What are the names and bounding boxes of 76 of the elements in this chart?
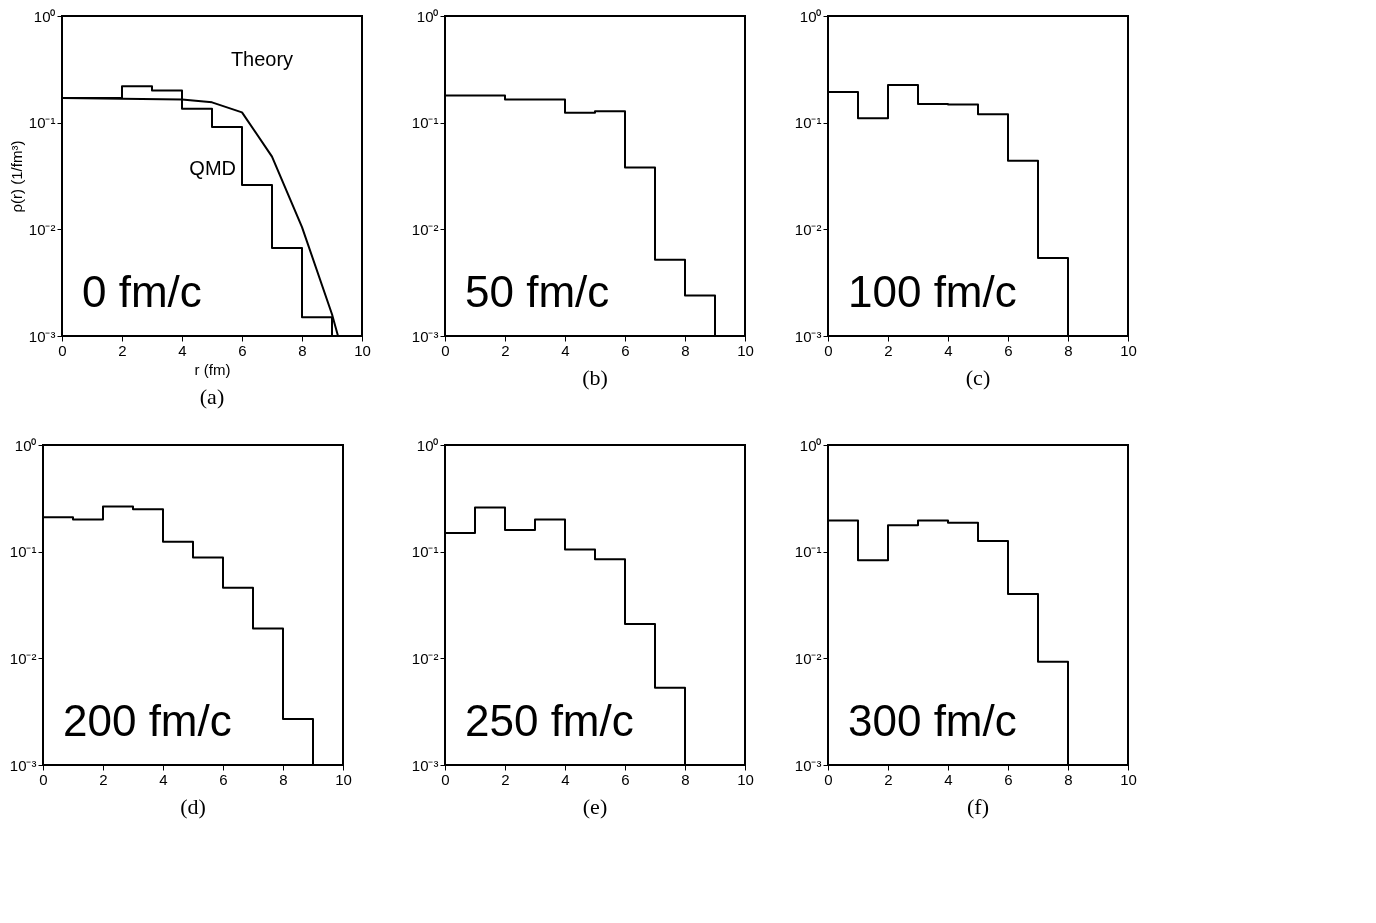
- y-tick-label: 10⁻³: [28, 327, 56, 345]
- text: (a): [199, 384, 225, 409]
- x-tick-label: 4: [561, 341, 570, 359]
- x-tick-label: 6: [621, 341, 630, 359]
- y-tick-label: 10⁰: [14, 436, 37, 454]
- y-tick-label: 10⁰: [416, 7, 439, 25]
- y-tick-label: 10⁻³: [794, 327, 822, 345]
- x-tick-label: 0: [441, 770, 450, 788]
- x-tick-label: 8: [681, 341, 690, 359]
- y-tick-label: 10⁻³: [411, 327, 439, 345]
- x-tick-label: 0: [441, 341, 450, 359]
- x-tick-label: 8: [298, 341, 307, 359]
- y-tick-label: 10⁻²: [794, 649, 822, 667]
- x-tick-label: 2: [884, 770, 893, 788]
- text: (d): [180, 794, 206, 819]
- y-tick-label: 10⁻¹: [411, 114, 439, 132]
- x-tick-label: 10: [1120, 341, 1137, 359]
- text: (e): [582, 794, 608, 819]
- y-tick-label: 10⁻¹: [794, 114, 822, 132]
- annotation: 200 fm/c: [63, 696, 232, 745]
- y-tick-label: 10⁻³: [411, 756, 439, 774]
- text: (f): [967, 794, 989, 819]
- y-tick-label: 10⁰: [416, 436, 439, 454]
- y-tick-label: 10⁻²: [411, 649, 439, 667]
- y-tick-label: 10⁻¹: [28, 114, 56, 132]
- x-tick-label: 10: [1120, 770, 1137, 788]
- annotation: 250 fm/c: [465, 696, 634, 745]
- x-tick-label: 0: [58, 341, 67, 359]
- x-tick-label: 8: [681, 770, 690, 788]
- x-tick-label: 6: [1004, 341, 1013, 359]
- x-tick-label: 2: [501, 770, 510, 788]
- x-tick-label: 8: [1064, 341, 1073, 359]
- y-tick-label: 10⁻³: [9, 756, 37, 774]
- x-tick-label: 10: [737, 341, 754, 359]
- x-tick-label: 4: [944, 341, 953, 359]
- series-label: QMD: [189, 157, 236, 180]
- x-tick-label: 4: [944, 770, 953, 788]
- y-axis-title: ρ(r) (1/fm³): [7, 140, 25, 213]
- x-tick-label: 2: [99, 770, 108, 788]
- x-tick-label: 6: [238, 341, 247, 359]
- y-tick-label: 10⁻²: [9, 649, 37, 667]
- x-tick-label: 10: [335, 770, 352, 788]
- x-tick-label: 2: [884, 341, 893, 359]
- x-tick-label: 10: [354, 341, 371, 359]
- x-tick-label: 8: [1064, 770, 1073, 788]
- y-tick-label: 10⁰: [799, 436, 822, 454]
- text: (b): [582, 365, 608, 390]
- y-tick-label: 10⁰: [799, 7, 822, 25]
- annotation: 50 fm/c: [465, 267, 610, 316]
- y-tick-label: 10⁻²: [28, 220, 56, 238]
- y-tick-label: 10⁻¹: [9, 543, 37, 561]
- series-label: Theory: [230, 48, 294, 71]
- x-tick-label: 2: [118, 341, 127, 359]
- annotation: 100 fm/c: [848, 267, 1017, 316]
- x-tick-label: 8: [279, 770, 288, 788]
- y-tick-label: 10⁻¹: [794, 543, 822, 561]
- x-tick-label: 4: [561, 770, 570, 788]
- x-tick-label: 0: [39, 770, 48, 788]
- x-tick-label: 6: [219, 770, 228, 788]
- x-tick-label: 6: [621, 770, 630, 788]
- x-tick-label: 2: [501, 341, 510, 359]
- annotation: 300 fm/c: [848, 696, 1017, 745]
- y-tick-label: 10⁻³: [794, 756, 822, 774]
- x-tick-label: 4: [159, 770, 168, 788]
- x-tick-label: 6: [1004, 770, 1013, 788]
- text: (c): [965, 365, 991, 390]
- x-axis-title: r (fm): [194, 360, 231, 378]
- x-tick-label: 10: [737, 770, 754, 788]
- y-tick-label: 10⁻²: [411, 220, 439, 238]
- annotation: 0 fm/c: [82, 267, 202, 316]
- y-tick-label: 10⁻²: [794, 220, 822, 238]
- x-tick-label: 0: [824, 770, 833, 788]
- y-tick-label: 10⁰: [33, 7, 56, 25]
- x-tick-label: 0: [824, 341, 833, 359]
- y-tick-label: 10⁻¹: [411, 543, 439, 561]
- x-tick-label: 4: [178, 341, 187, 359]
